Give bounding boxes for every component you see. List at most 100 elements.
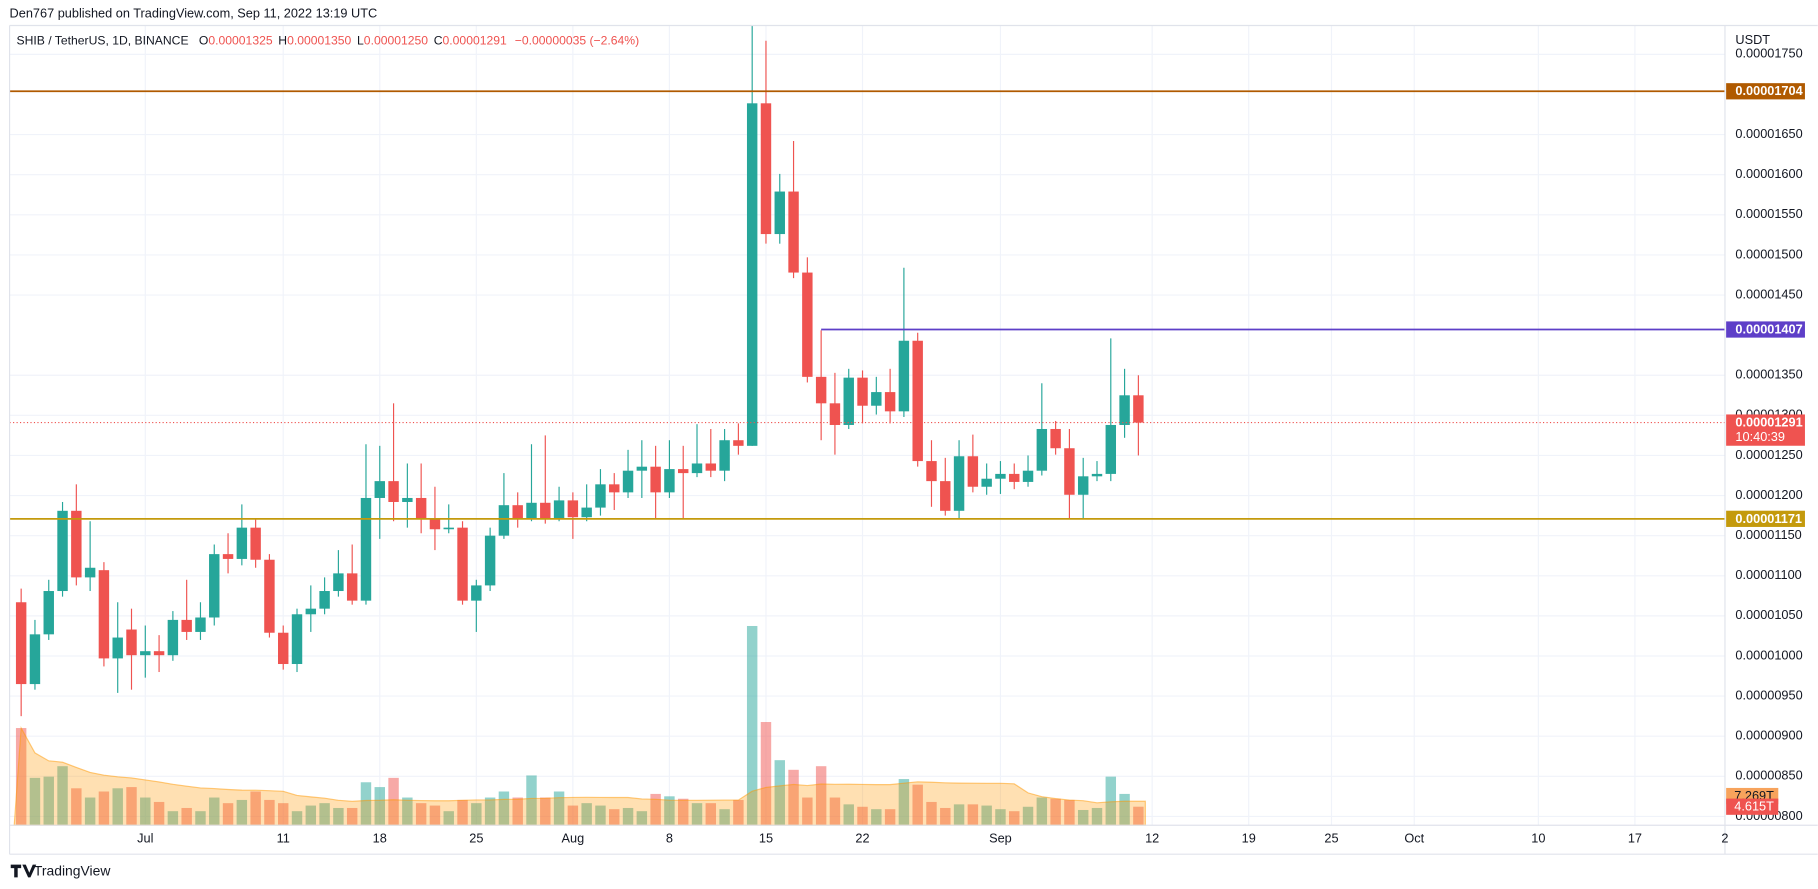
volume-bar xyxy=(1022,806,1034,826)
volume-bar xyxy=(291,811,303,826)
candle-body xyxy=(1091,473,1103,477)
volume-bar xyxy=(57,766,68,826)
candle-body xyxy=(1119,395,1130,425)
y-tick-label: 0.00000950 xyxy=(1735,687,1802,702)
change: −0.00000035 (−2.64%) xyxy=(515,34,639,48)
candle-body xyxy=(1036,428,1048,471)
candle-body xyxy=(705,463,717,471)
volume-bar xyxy=(691,803,703,826)
candle-body xyxy=(402,497,413,502)
candle-body xyxy=(622,470,634,493)
candle-body xyxy=(540,502,551,519)
candle-body xyxy=(84,567,96,578)
candle-body xyxy=(15,602,27,685)
volume-bar xyxy=(802,797,813,826)
volume-bar xyxy=(857,806,868,826)
volume-bar xyxy=(222,803,234,826)
l-key: L xyxy=(357,34,364,48)
volume-bar xyxy=(815,766,827,826)
candle-body xyxy=(291,614,303,665)
y-tick-label: 0.00001550 xyxy=(1735,206,1802,221)
volume-bar xyxy=(402,797,413,826)
volume-bar xyxy=(264,799,275,826)
volume-bar xyxy=(429,805,441,826)
volume-bar xyxy=(553,791,565,826)
countdown-label: 10:40:39 xyxy=(1735,429,1785,444)
candle-body xyxy=(250,527,261,560)
candle-body xyxy=(940,481,951,511)
candle-body xyxy=(995,473,1006,479)
symbol: SHIB / TetherUS, 1D, BINANCE xyxy=(17,34,189,48)
candle-body xyxy=(484,535,496,586)
volume-bar xyxy=(43,776,54,826)
volume-bar xyxy=(1077,809,1089,826)
candle-body xyxy=(636,466,648,471)
plot-layer xyxy=(9,25,1725,717)
candle-body xyxy=(236,527,248,559)
volume-bar xyxy=(526,775,537,826)
candle-body xyxy=(498,505,510,536)
candle-body xyxy=(553,500,565,519)
volume-bar xyxy=(457,799,468,826)
volume-bar xyxy=(512,797,523,826)
candle-body xyxy=(167,619,179,656)
c-key: C xyxy=(434,34,443,48)
x-tick-label: 17 xyxy=(1628,831,1642,846)
volume-bar xyxy=(181,807,192,826)
candle-body xyxy=(57,510,68,592)
volume-bar xyxy=(953,804,965,826)
candle-body xyxy=(650,466,661,493)
candle-body xyxy=(774,191,785,235)
volume-bar xyxy=(195,811,206,826)
candle-body xyxy=(871,392,882,406)
published-note: Den767 published on TradingView.com, Sep… xyxy=(10,5,378,20)
volume-bar xyxy=(305,805,317,826)
y-tick-label: 0.00001050 xyxy=(1735,607,1802,622)
candle-body xyxy=(981,478,992,487)
candle-body xyxy=(71,510,82,578)
volume-bar xyxy=(346,807,358,826)
y-tick-label: 0.00001100 xyxy=(1735,567,1801,582)
x-tick-label: 15 xyxy=(759,831,773,846)
o-value: 0.00001325 xyxy=(208,34,272,48)
candle-body xyxy=(719,440,730,471)
l-value: 0.00001250 xyxy=(364,34,428,48)
volume-bar xyxy=(374,787,385,826)
candle-body xyxy=(346,573,358,601)
candle-body xyxy=(526,502,537,519)
candle-body xyxy=(760,103,772,235)
volume-bar xyxy=(471,803,482,826)
x-tick-label: 2 xyxy=(1721,831,1728,846)
volume-bar xyxy=(871,809,882,826)
volume-bar xyxy=(581,803,592,826)
candle-body xyxy=(181,619,192,632)
volume-bar xyxy=(760,722,772,826)
volume-bar xyxy=(912,784,923,826)
x-tick-label: Jul xyxy=(137,831,153,846)
volume-bar xyxy=(677,798,689,826)
y-tick-label: 0.00001250 xyxy=(1735,447,1802,462)
volume-bar xyxy=(360,782,372,826)
volume-bar xyxy=(443,811,454,826)
candle-body xyxy=(1064,448,1075,495)
volume-bar xyxy=(209,797,220,826)
x-tick-label: 12 xyxy=(1145,831,1159,846)
candle-body xyxy=(374,481,385,498)
candle-body xyxy=(112,637,123,659)
candle-body xyxy=(677,469,689,474)
c-value: 0.00001291 xyxy=(443,34,507,48)
volume-bar xyxy=(498,791,510,826)
candle-body xyxy=(471,585,482,601)
volume-bar xyxy=(112,788,123,826)
volume-bar xyxy=(333,807,344,826)
volume-bar xyxy=(746,625,758,826)
y-unit: USDT xyxy=(1735,32,1770,47)
volume-bar xyxy=(126,787,137,826)
candle-body xyxy=(195,617,206,632)
candle-body xyxy=(691,463,703,474)
volume-bar xyxy=(636,811,648,826)
h-value: 0.00001350 xyxy=(287,34,351,48)
volume-bar xyxy=(236,799,248,826)
volume-bar xyxy=(995,809,1006,826)
